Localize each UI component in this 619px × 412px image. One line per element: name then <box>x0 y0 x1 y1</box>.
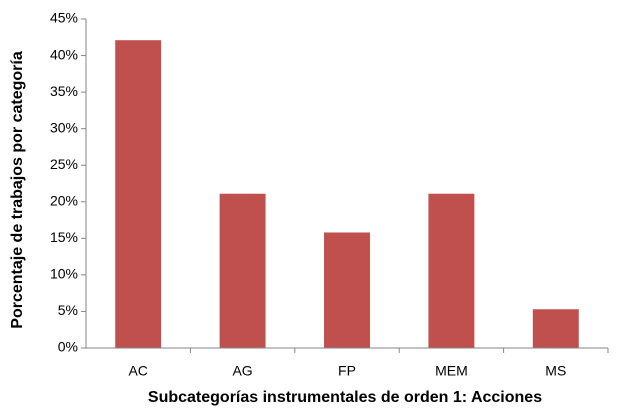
bar <box>219 193 266 348</box>
y-tick-label: 5% <box>58 302 78 318</box>
y-tick-label: 40% <box>50 46 78 62</box>
y-tick-label: 30% <box>50 119 78 135</box>
x-tick-label: MEM <box>435 363 468 379</box>
y-tick-label: 15% <box>50 229 78 245</box>
y-tick-label: 35% <box>50 83 78 99</box>
bar <box>324 232 370 348</box>
y-tick-label: 20% <box>50 192 78 208</box>
bar <box>115 40 162 349</box>
y-axis-title: Porcentaje de trabajos por categoría <box>9 51 26 329</box>
x-tick-label: FP <box>338 363 356 379</box>
y-tick-label: 0% <box>58 339 78 355</box>
bar <box>428 193 475 348</box>
x-axis-title: Subcategorías instrumentales de orden 1:… <box>148 389 542 406</box>
x-tick-label: MS <box>545 363 566 379</box>
y-tick-label: 45% <box>50 10 78 26</box>
x-tick-label: AC <box>128 363 147 379</box>
y-tick-label: 25% <box>50 156 78 172</box>
y-tick-label: 10% <box>50 266 78 282</box>
bar <box>532 309 579 348</box>
x-tick-label: AG <box>232 363 252 379</box>
